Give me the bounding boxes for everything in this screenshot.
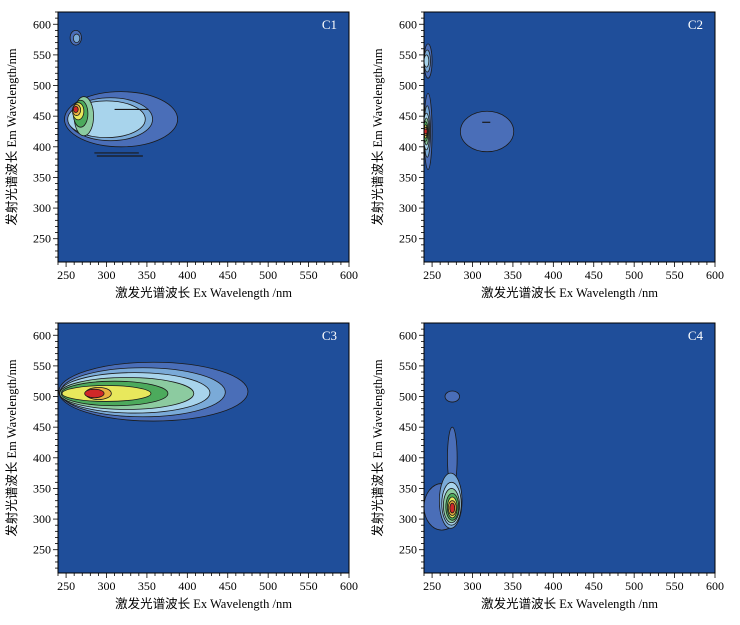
x-tick-label: 300 <box>98 268 116 282</box>
x-tick-label: 500 <box>625 268 643 282</box>
panel-c2: 250 300 350 400 450 500 550 600 250 300 350 400 450 5… <box>370 11 724 300</box>
y-tick-label: 600 <box>33 17 51 31</box>
y-tick-label: 400 <box>399 140 417 154</box>
x-tick-label: 500 <box>259 268 277 282</box>
x-tick-label: 500 <box>625 579 643 593</box>
x-axis-label: 激发光谱波长 Ex Wavelength /nm <box>115 285 292 300</box>
y-tick-label: 500 <box>399 79 417 93</box>
panel-c3: 250 300 350 400 450 500 550 600 250 300 350 400 450 5… <box>4 322 358 611</box>
x-tick-label: 600 <box>340 268 358 282</box>
contour-level-8 <box>84 388 105 399</box>
x-tick-label: 400 <box>178 268 196 282</box>
y-tick-label: 350 <box>399 170 417 184</box>
x-axis-label: 激发光谱波长 Ex Wavelength /nm <box>481 596 658 611</box>
x-tick-label: 450 <box>219 268 237 282</box>
y-tick-label: 300 <box>33 512 51 526</box>
x-tick-label: 450 <box>585 579 603 593</box>
y-tick-label: 400 <box>33 140 51 154</box>
y-tick-label: 250 <box>33 543 51 557</box>
contour-level-2 <box>72 33 81 44</box>
x-tick-label: 250 <box>57 579 75 593</box>
plot-background <box>424 323 715 573</box>
y-tick-label: 500 <box>33 79 51 93</box>
x-tick-label: 450 <box>585 268 603 282</box>
panel-c1: 250 300 350 400 450 500 550 600 250 300 350 400 450 5… <box>4 11 358 300</box>
x-tick-label: 550 <box>300 268 318 282</box>
y-tick-label: 450 <box>33 420 51 434</box>
y-tick-label: 300 <box>399 512 417 526</box>
x-tick-label: 250 <box>57 268 75 282</box>
x-tick-label: 300 <box>464 579 482 593</box>
x-tick-label: 600 <box>340 579 358 593</box>
x-tick-label: 400 <box>544 579 562 593</box>
x-tick-label: 350 <box>504 268 522 282</box>
x-axis-label: 激发光谱波长 Ex Wavelength /nm <box>115 596 292 611</box>
y-tick-label: 550 <box>33 48 51 62</box>
y-axis-label: 发射光谱波长 Em Wavelength/nm <box>4 359 19 536</box>
x-tick-label: 250 <box>423 268 441 282</box>
y-tick-label: 300 <box>399 201 417 215</box>
contour-level-8 <box>424 128 428 135</box>
x-tick-label: 400 <box>544 268 562 282</box>
y-tick-label: 550 <box>399 48 417 62</box>
y-tick-label: 550 <box>33 359 51 373</box>
x-axis-label: 激发光谱波长 Ex Wavelength /nm <box>481 285 658 300</box>
panel-label: C4 <box>688 328 704 343</box>
y-axis-label: 发射光谱波长 Em Wavelength/nm <box>370 359 385 536</box>
y-tick-label: 350 <box>33 481 51 495</box>
y-tick-label: 600 <box>33 328 51 342</box>
contour-level-1 <box>444 390 460 403</box>
x-tick-label: 600 <box>706 268 724 282</box>
y-tick-label: 250 <box>399 543 417 557</box>
y-tick-label: 300 <box>33 201 51 215</box>
panel-c4: 250 300 350 400 450 500 550 600 250 300 350 400 450 5… <box>370 322 724 611</box>
y-axis-label: 发射光谱波长 Em Wavelength/nm <box>370 48 385 225</box>
x-tick-label: 400 <box>178 579 196 593</box>
y-tick-label: 450 <box>399 420 417 434</box>
x-tick-label: 250 <box>423 579 441 593</box>
y-tick-label: 450 <box>33 109 51 123</box>
contour-level-3 <box>424 54 430 68</box>
contour-level-8 <box>72 105 79 113</box>
y-tick-label: 500 <box>399 390 417 404</box>
y-tick-label: 350 <box>399 481 417 495</box>
y-tick-label: 400 <box>33 451 51 465</box>
x-tick-label: 300 <box>464 268 482 282</box>
x-tick-label: 350 <box>504 579 522 593</box>
x-tick-label: 550 <box>300 579 318 593</box>
x-tick-label: 350 <box>138 579 156 593</box>
x-tick-label: 500 <box>259 579 277 593</box>
y-tick-label: 400 <box>399 451 417 465</box>
plot-background <box>58 323 349 573</box>
contour-level-8 <box>449 502 456 514</box>
y-tick-label: 550 <box>399 359 417 373</box>
x-tick-label: 600 <box>706 579 724 593</box>
x-tick-label: 550 <box>666 579 684 593</box>
y-tick-label: 250 <box>399 232 417 246</box>
x-tick-label: 300 <box>98 579 116 593</box>
panel-label: C1 <box>322 17 337 32</box>
panel-label: C2 <box>688 17 703 32</box>
x-tick-label: 450 <box>219 579 237 593</box>
y-tick-label: 250 <box>33 232 51 246</box>
x-tick-label: 550 <box>666 268 684 282</box>
y-tick-label: 450 <box>399 109 417 123</box>
y-axis-label: 发射光谱波长 Em Wavelength/nm <box>4 48 19 225</box>
y-tick-label: 600 <box>399 17 417 31</box>
y-tick-label: 600 <box>399 328 417 342</box>
contour-level-1 <box>459 110 515 153</box>
x-tick-label: 350 <box>138 268 156 282</box>
y-tick-label: 500 <box>33 390 51 404</box>
panel-label: C3 <box>322 328 337 343</box>
y-tick-label: 350 <box>33 170 51 184</box>
